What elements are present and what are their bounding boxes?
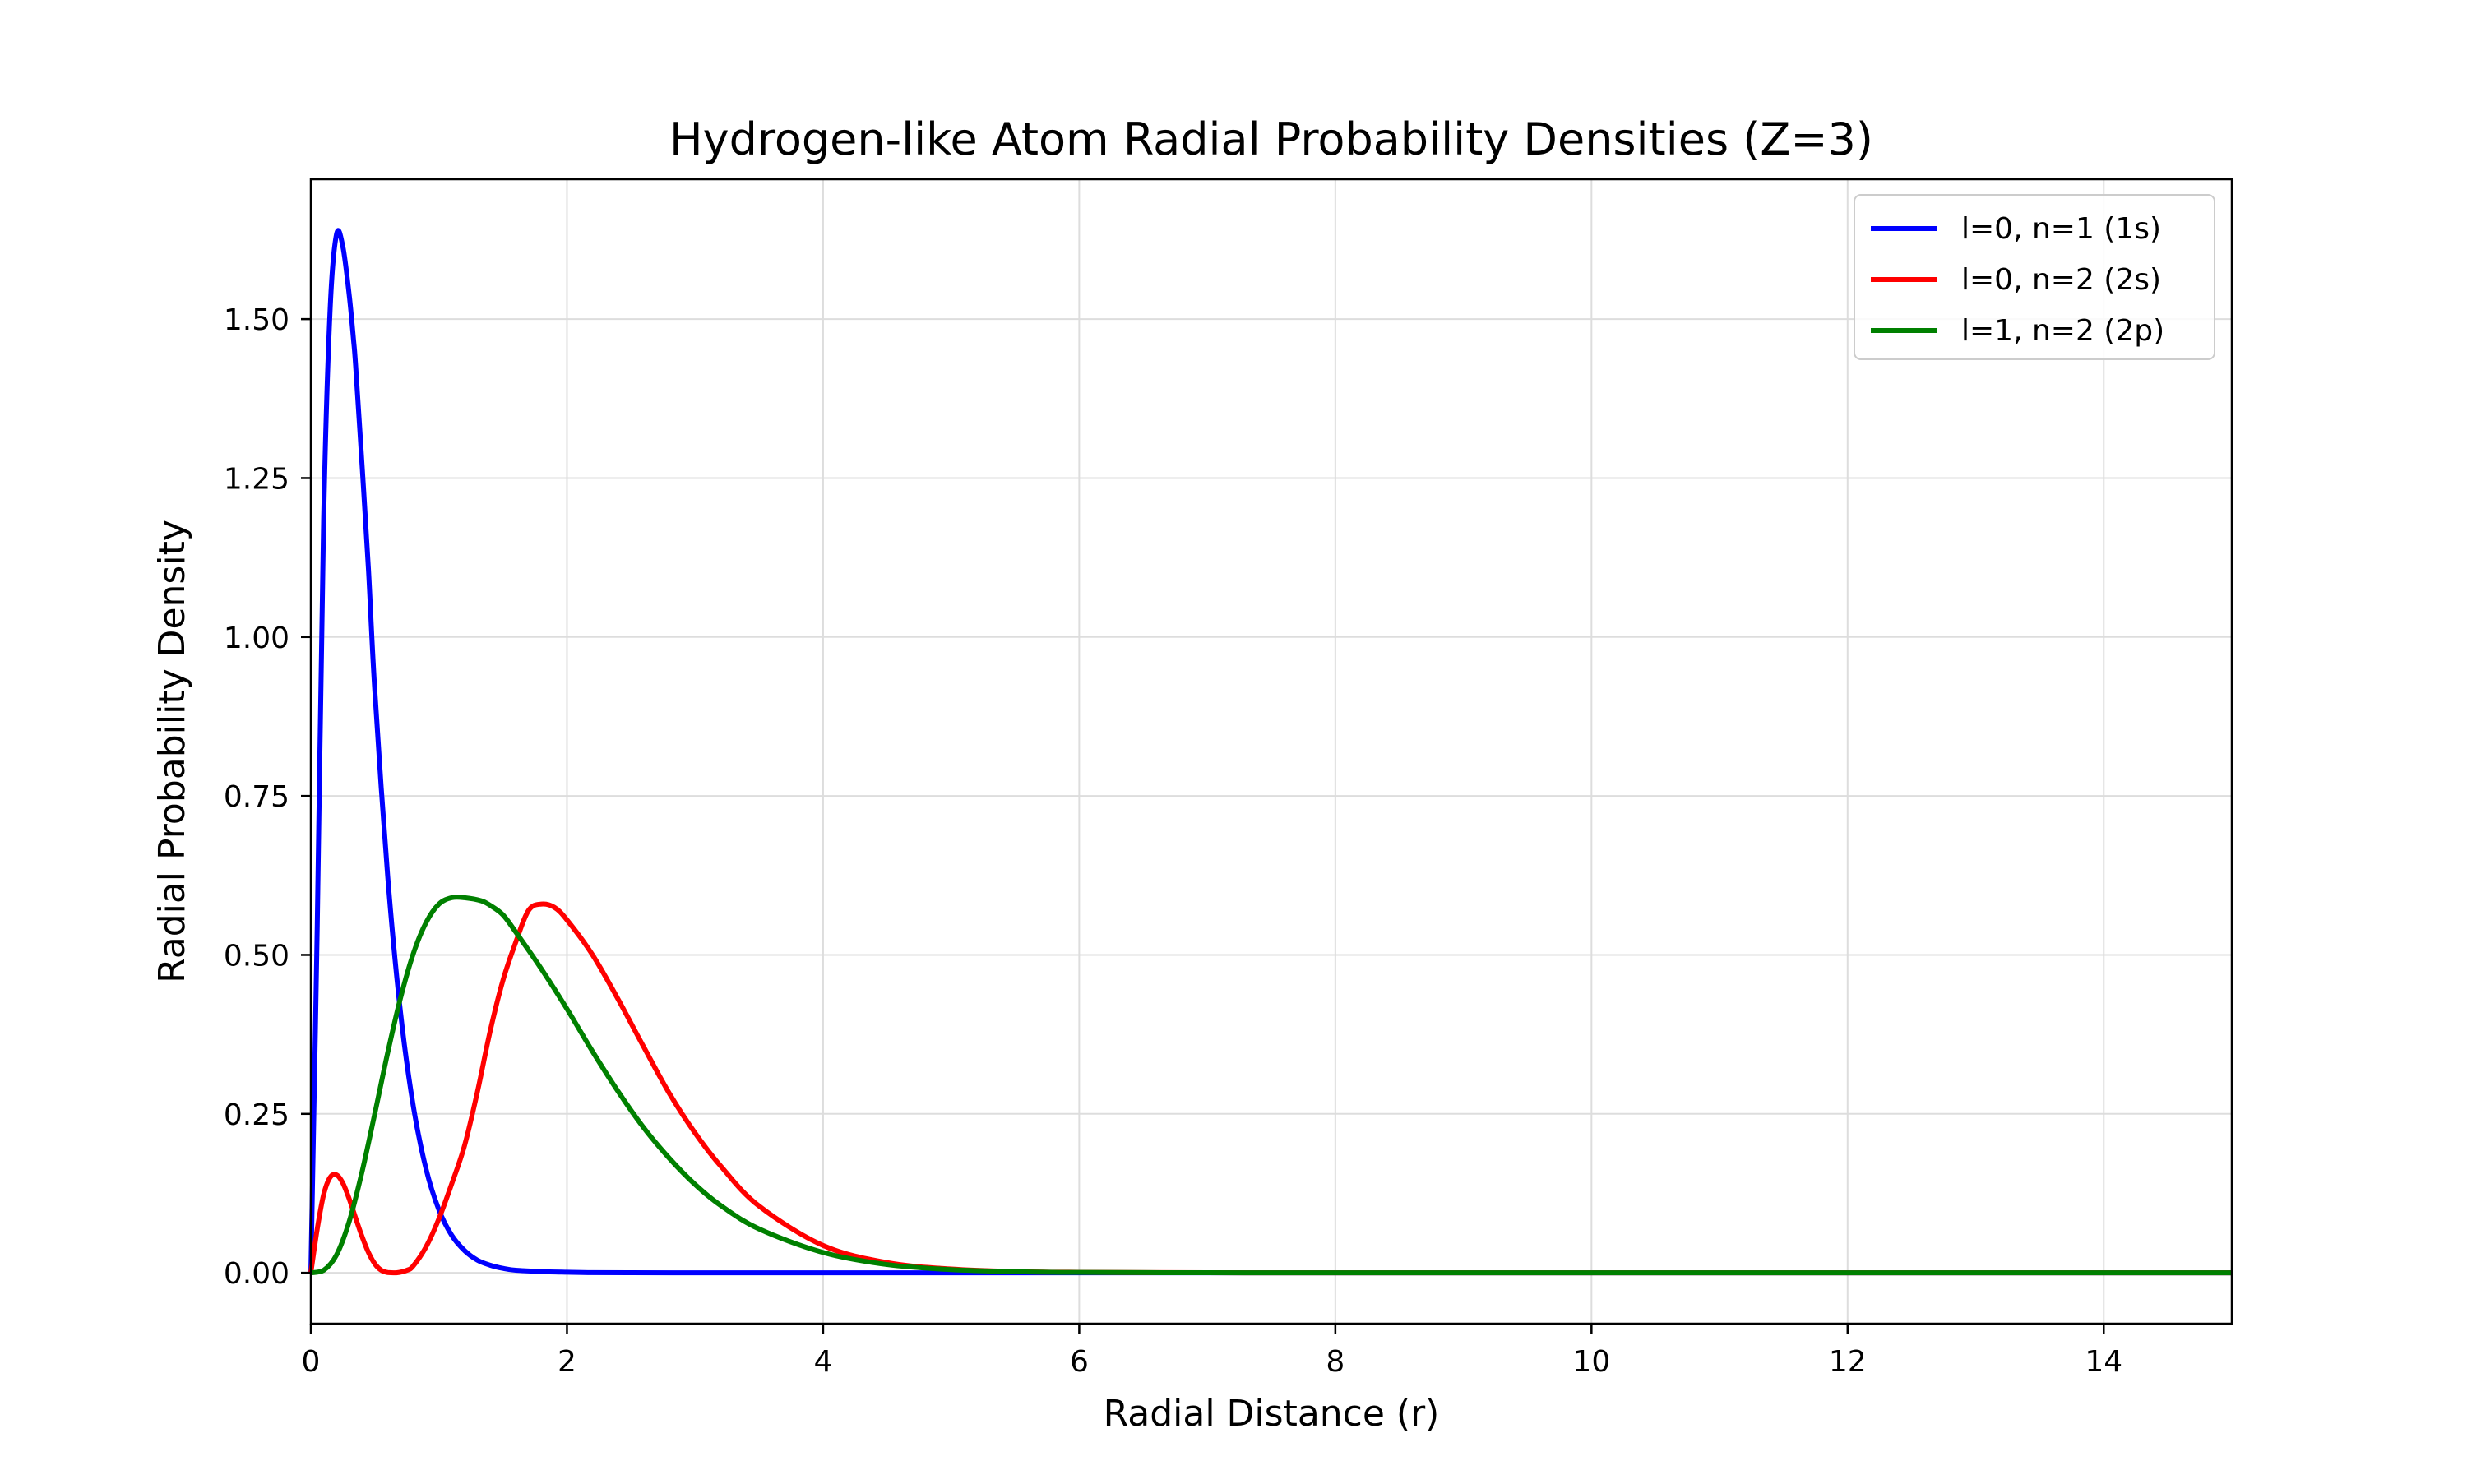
x-tick-label: 10 <box>1572 1345 1610 1379</box>
x-tick-label: 8 <box>1326 1345 1345 1379</box>
grid-layer <box>310 179 2232 1324</box>
y-tick-label: 0.00 <box>224 1257 289 1291</box>
y-tick-label: 0.75 <box>224 780 289 814</box>
y-tick-label: 0.50 <box>224 939 289 973</box>
x-tick-label: 2 <box>558 1345 576 1379</box>
chart-title: Hydrogen-like Atom Radial Probability De… <box>669 113 1873 165</box>
legend-box <box>1854 194 2215 360</box>
x-tick-label: 14 <box>2085 1345 2122 1379</box>
y-axis-label: Radial Probability Density <box>151 520 193 983</box>
series-line-1 <box>308 228 2232 1276</box>
x-tick-label: 0 <box>302 1345 321 1379</box>
x-tick-label: 4 <box>813 1345 832 1379</box>
y-tick-label: 1.50 <box>224 303 289 337</box>
legend-label: l=0, n=2 (2s) <box>1961 263 2161 297</box>
plot-frame <box>309 178 2233 1325</box>
x-tick-label: 12 <box>1829 1345 1867 1379</box>
legend: l=0, n=1 (1s) l=0, n=2 (2s) l=1, n=2 (2p) <box>1854 194 2215 360</box>
legend-entries: l=0, n=1 (1s) l=0, n=2 (2s) l=1, n=2 (2p) <box>1871 212 2164 348</box>
legend-label: l=1, n=2 (2p) <box>1961 314 2164 348</box>
y-tick-label: 0.25 <box>224 1098 289 1132</box>
legend-label: l=0, n=1 (1s) <box>1961 212 2161 246</box>
y-tick-label: 1.25 <box>224 462 289 496</box>
series-line-2 <box>308 901 2232 1276</box>
series-layer <box>308 228 2232 1276</box>
x-axis-label: Radial Distance (r) <box>1104 1393 1440 1435</box>
series-line-3 <box>310 895 2232 1276</box>
ticks-layer: 0 2 4 6 8 10 12 14 0.00 0.25 0.50 0.75 1.00 1.25 1.50 <box>224 303 2122 1379</box>
y-tick-label: 1.00 <box>224 622 289 655</box>
x-tick-label: 6 <box>1070 1345 1089 1379</box>
